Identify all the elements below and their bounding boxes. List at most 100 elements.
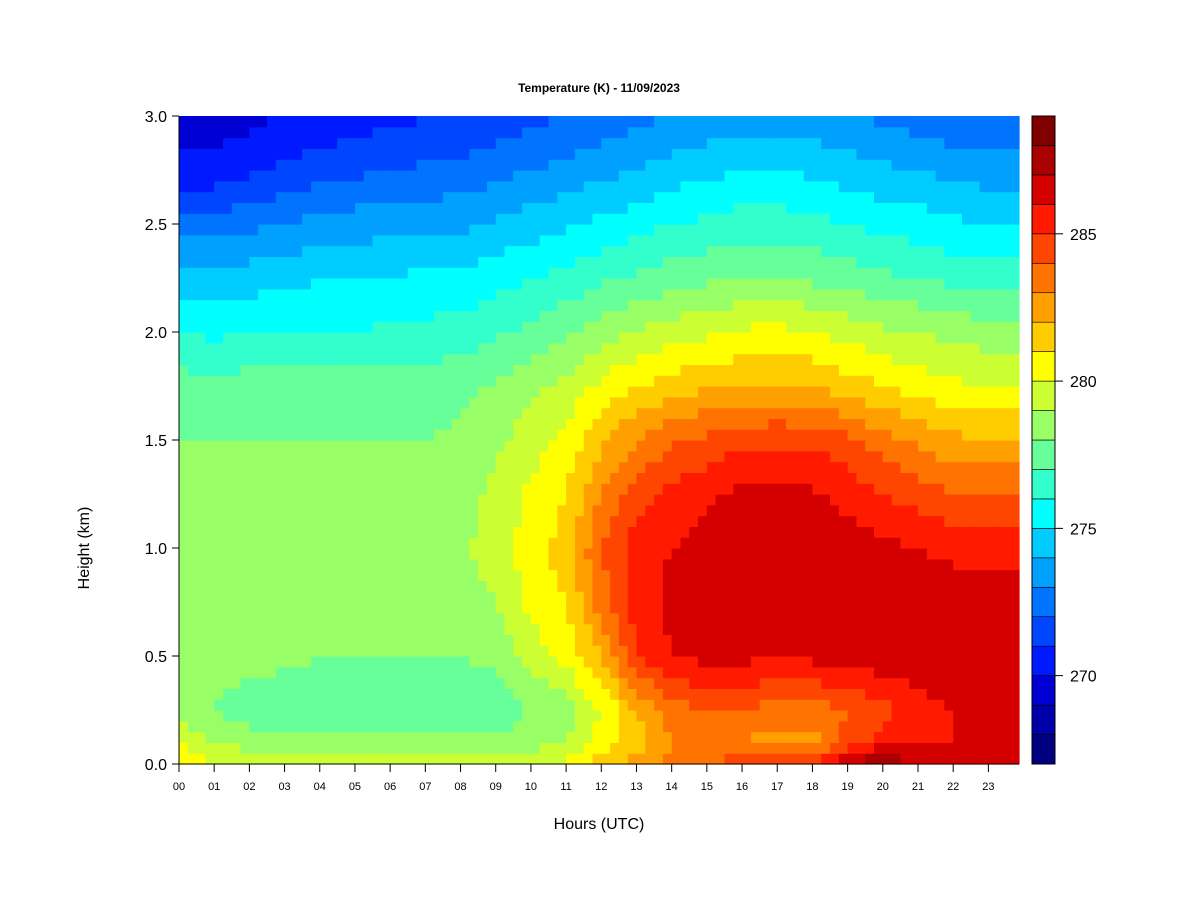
heatmap-cell: [592, 396, 602, 409]
heatmap-cell: [293, 645, 303, 657]
heatmap-cell: [680, 288, 690, 301]
heatmap-cell: [803, 699, 814, 711]
heatmap-cell: [240, 191, 250, 203]
heatmap-cell: [592, 634, 602, 646]
heatmap-cell: [618, 332, 629, 344]
heatmap-cell: [293, 591, 303, 603]
heatmap-cell: [478, 202, 488, 214]
heatmap-cell: [645, 612, 655, 625]
heatmap-cell: [750, 267, 761, 279]
heatmap-cell: [354, 364, 365, 376]
heatmap-cell: [680, 688, 690, 700]
heatmap-cell: [654, 602, 664, 614]
heatmap-cell: [900, 148, 910, 160]
heatmap-cell: [698, 191, 708, 203]
heatmap-cell: [645, 137, 655, 149]
heatmap-cell: [812, 170, 822, 182]
heatmap-cell: [698, 580, 708, 592]
heatmap-cell: [214, 224, 224, 236]
heatmap-cell: [346, 710, 356, 722]
heatmap-cell: [398, 504, 409, 517]
heatmap-cell: [654, 429, 664, 441]
heatmap-cell: [654, 742, 664, 754]
heatmap-cell: [346, 731, 356, 743]
heatmap-cell: [733, 342, 743, 355]
heatmap-cell: [821, 580, 831, 592]
heatmap-cell: [451, 234, 462, 247]
heatmap-cell: [680, 720, 690, 733]
heatmap-cell: [566, 310, 576, 322]
heatmap-cell: [821, 634, 831, 646]
heatmap-cell: [434, 353, 444, 365]
heatmap-cell: [196, 440, 206, 452]
heatmap-cell: [812, 364, 822, 376]
heatmap-cell: [557, 245, 567, 257]
heatmap-cell: [513, 699, 523, 711]
heatmap-cell: [310, 342, 321, 355]
heatmap-cell: [847, 386, 858, 398]
heatmap-cell: [372, 483, 382, 495]
heatmap-cell: [205, 288, 215, 301]
heatmap-cell: [381, 278, 391, 290]
heatmap-cell: [302, 515, 312, 527]
heatmap-cell: [891, 278, 902, 290]
heatmap-cell: [794, 440, 805, 452]
heatmap-cell: [759, 364, 770, 376]
heatmap-cell: [847, 666, 858, 679]
heatmap-cell: [205, 299, 215, 311]
heatmap-cell: [900, 645, 910, 657]
heatmap-cell: [821, 548, 831, 560]
heatmap-cell: [548, 332, 558, 344]
heatmap-cell: [830, 710, 840, 722]
heatmap-cell: [319, 213, 330, 225]
heatmap-cell: [768, 148, 778, 160]
heatmap-cell: [742, 515, 752, 527]
heatmap-cell: [592, 515, 602, 527]
heatmap-cell: [328, 386, 338, 398]
heatmap-cell: [891, 364, 902, 376]
heatmap-cell: [354, 256, 365, 268]
heatmap-cell: [231, 170, 242, 182]
heatmap-cell: [522, 677, 532, 689]
heatmap-cell: [363, 429, 374, 441]
heatmap-cell: [196, 213, 206, 225]
heatmap-cell: [654, 656, 664, 668]
heatmap-cell: [794, 720, 805, 733]
heatmap-cell: [724, 569, 734, 581]
heatmap-cell: [486, 321, 497, 333]
heatmap-cell: [627, 159, 638, 171]
heatmap-cell: [583, 699, 594, 711]
heatmap-cell: [372, 731, 382, 743]
heatmap-cell: [891, 720, 902, 733]
heatmap-cell: [354, 602, 365, 614]
heatmap-cell: [354, 483, 365, 495]
heatmap-cell: [856, 645, 866, 657]
heatmap-cell: [900, 731, 910, 743]
heatmap-cell: [768, 461, 778, 473]
heatmap-cell: [249, 429, 259, 441]
heatmap-cell: [803, 526, 814, 538]
heatmap-cell: [777, 720, 787, 733]
heatmap-cell: [504, 602, 514, 614]
heatmap-cell: [618, 753, 629, 765]
heatmap-cell: [847, 245, 858, 257]
heatmap-cell: [671, 569, 682, 581]
heatmap-cell: [777, 569, 787, 581]
heatmap-cell: [434, 386, 444, 398]
heatmap-cell: [372, 224, 382, 236]
heatmap-cell: [706, 159, 717, 171]
heatmap-cell: [592, 418, 602, 430]
heatmap-cell: [706, 591, 717, 603]
heatmap-cell: [460, 612, 470, 625]
heatmap-cell: [354, 202, 365, 214]
heatmap-cell: [249, 418, 259, 430]
heatmap-cell: [258, 364, 268, 376]
heatmap-cell: [249, 753, 259, 765]
heatmap-cell: [786, 720, 796, 733]
heatmap-cell: [302, 396, 312, 409]
heatmap-cell: [610, 245, 620, 257]
heatmap-cell: [706, 720, 717, 733]
heatmap-cell: [865, 504, 875, 517]
heatmap-cell: [592, 753, 602, 765]
heatmap-cell: [698, 321, 708, 333]
